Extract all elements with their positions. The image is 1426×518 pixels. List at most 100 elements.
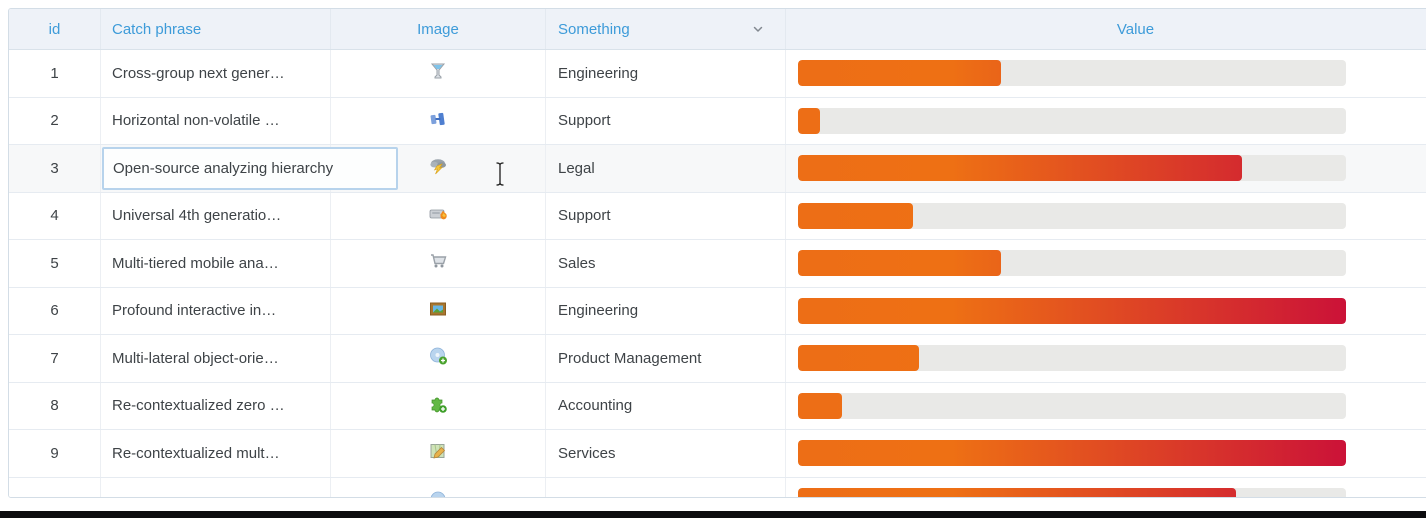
blue-bricks-icon bbox=[428, 109, 448, 133]
cell-something[interactable] bbox=[546, 477, 786, 497]
storm-cloud-icon bbox=[428, 156, 448, 180]
funnel-icon bbox=[428, 61, 448, 85]
column-header-something[interactable]: Something bbox=[546, 9, 786, 49]
cell-value[interactable] bbox=[786, 335, 1426, 382]
cell-value[interactable] bbox=[786, 383, 1426, 430]
cell-catch-phrase[interactable]: Profound interactive in… bbox=[101, 287, 331, 334]
value-bar-track bbox=[798, 345, 1346, 372]
cell-catch-phrase[interactable]: Multi-tiered mobile ana… bbox=[101, 240, 331, 287]
cell-value[interactable] bbox=[786, 478, 1426, 497]
cell-something[interactable]: Services bbox=[546, 430, 786, 477]
column-header-label: Value bbox=[1116, 20, 1155, 38]
table-row: 2 Horizontal non-volatile … Support bbox=[9, 97, 1426, 145]
value-bar-fill bbox=[798, 250, 1001, 277]
cell-catch-phrase[interactable]: Multi-lateral object-orie… bbox=[101, 335, 331, 382]
puzzle-add-icon bbox=[428, 394, 448, 418]
value-bar-track bbox=[798, 250, 1346, 277]
cell-id[interactable]: 5 bbox=[9, 240, 101, 287]
cell-something[interactable]: Support bbox=[546, 97, 786, 144]
data-grid: id Catch phrase Image Something Value 1 Cross… bbox=[8, 8, 1426, 498]
cell-catch-phrase[interactable]: Universal 4th generatio… bbox=[101, 192, 331, 239]
table-row: 5 Multi-tiered mobile ana… Sales bbox=[9, 240, 1426, 288]
cell-catch-phrase[interactable]: Horizontal non-volatile … bbox=[101, 97, 331, 144]
cell-image[interactable] bbox=[331, 287, 546, 334]
cell-id[interactable]: 6 bbox=[9, 287, 101, 334]
cell-value[interactable] bbox=[786, 98, 1426, 145]
table-row: 9 Re-contextualized mult… Services bbox=[9, 430, 1426, 478]
cell-image[interactable] bbox=[331, 335, 546, 382]
value-bar-track bbox=[798, 297, 1346, 324]
cell-something[interactable]: Support bbox=[546, 192, 786, 239]
column-header-label: id bbox=[48, 20, 61, 38]
table-row: 1 Cross-group next gener… Engineering bbox=[9, 50, 1426, 98]
table-row: 7 Multi-lateral object-orie… Product Manag… bbox=[9, 335, 1426, 383]
picture-frame-icon bbox=[428, 299, 448, 323]
drive-burn-icon bbox=[428, 204, 448, 228]
cell-catch-phrase[interactable] bbox=[101, 477, 331, 497]
value-bar-fill bbox=[798, 440, 1346, 467]
cell-id[interactable]: 3 bbox=[9, 145, 101, 192]
value-bar-fill bbox=[798, 155, 1242, 182]
cell-id[interactable]: 2 bbox=[9, 97, 101, 144]
cell-something[interactable]: Sales bbox=[546, 240, 786, 287]
cd-add-icon bbox=[428, 346, 448, 370]
cell-id[interactable]: 7 bbox=[9, 335, 101, 382]
value-bar-fill bbox=[798, 202, 914, 229]
column-header-label: Image bbox=[417, 20, 459, 38]
cell-something[interactable]: Product Management bbox=[546, 335, 786, 382]
cell-image[interactable] bbox=[331, 477, 546, 497]
cell-image[interactable] bbox=[331, 382, 546, 429]
cell-id[interactable] bbox=[9, 477, 101, 497]
cell-catch-phrase[interactable]: Re-contextualized zero … bbox=[101, 382, 331, 429]
value-bar-track bbox=[798, 155, 1346, 182]
value-bar-track bbox=[798, 392, 1346, 419]
cell-editor-text: Open-source analyzing hierarchy bbox=[113, 160, 334, 177]
cell-value[interactable] bbox=[786, 50, 1426, 97]
grid-body: 1 Cross-group next gener… Engineering 2 Hori… bbox=[9, 50, 1426, 497]
cell-value[interactable] bbox=[786, 288, 1426, 335]
value-bar-fill bbox=[798, 107, 820, 134]
table-row bbox=[9, 477, 1426, 497]
cell-something[interactable]: Accounting bbox=[546, 382, 786, 429]
cell-image[interactable] bbox=[331, 192, 546, 239]
table-row: 4 Universal 4th generatio… Support bbox=[9, 192, 1426, 240]
cell-value[interactable] bbox=[786, 430, 1426, 477]
cell-value[interactable] bbox=[786, 240, 1426, 287]
cell-catch-phrase[interactable]: Cross-group next gener… bbox=[101, 50, 331, 97]
cell-something[interactable]: Engineering bbox=[546, 50, 786, 97]
value-bar-fill bbox=[798, 345, 919, 372]
value-bar-track bbox=[798, 202, 1346, 229]
column-header-value[interactable]: Value bbox=[786, 9, 1426, 49]
cell-value[interactable] bbox=[786, 145, 1426, 192]
cd-icon bbox=[428, 489, 448, 497]
cell-image[interactable] bbox=[331, 240, 546, 287]
cell-image[interactable] bbox=[331, 50, 546, 97]
cell-image[interactable] bbox=[331, 430, 546, 477]
column-header-id[interactable]: id bbox=[9, 9, 101, 49]
column-header-catch_phrase[interactable]: Catch phrase bbox=[101, 9, 331, 49]
cell-something[interactable]: Engineering bbox=[546, 287, 786, 334]
chevron-down-icon[interactable] bbox=[751, 22, 765, 36]
cell-id[interactable]: 4 bbox=[9, 192, 101, 239]
window-bottom-bar bbox=[0, 511, 1426, 518]
column-header-image[interactable]: Image bbox=[331, 9, 546, 49]
cell-editor[interactable]: Open-source analyzing hierarchy bbox=[102, 147, 398, 190]
header-row: id Catch phrase Image Something Value bbox=[9, 9, 1426, 50]
cell-value[interactable] bbox=[786, 193, 1426, 240]
cell-id[interactable]: 8 bbox=[9, 382, 101, 429]
cell-image[interactable] bbox=[331, 97, 546, 144]
cell-id[interactable]: 1 bbox=[9, 50, 101, 97]
column-header-label: Catch phrase bbox=[112, 20, 202, 38]
map-edit-icon bbox=[428, 441, 448, 465]
table-row: 8 Re-contextualized zero … Accounting bbox=[9, 382, 1426, 430]
cell-catch-phrase[interactable]: Re-contextualized mult… bbox=[101, 430, 331, 477]
shopping-cart-icon bbox=[428, 251, 448, 275]
value-bar-fill bbox=[798, 60, 1001, 87]
cell-something[interactable]: Legal bbox=[546, 145, 786, 192]
cell-id[interactable]: 9 bbox=[9, 430, 101, 477]
value-bar-track bbox=[798, 107, 1346, 134]
value-bar-track bbox=[798, 60, 1346, 87]
value-bar-track bbox=[798, 487, 1346, 497]
cell-image[interactable] bbox=[331, 145, 546, 192]
